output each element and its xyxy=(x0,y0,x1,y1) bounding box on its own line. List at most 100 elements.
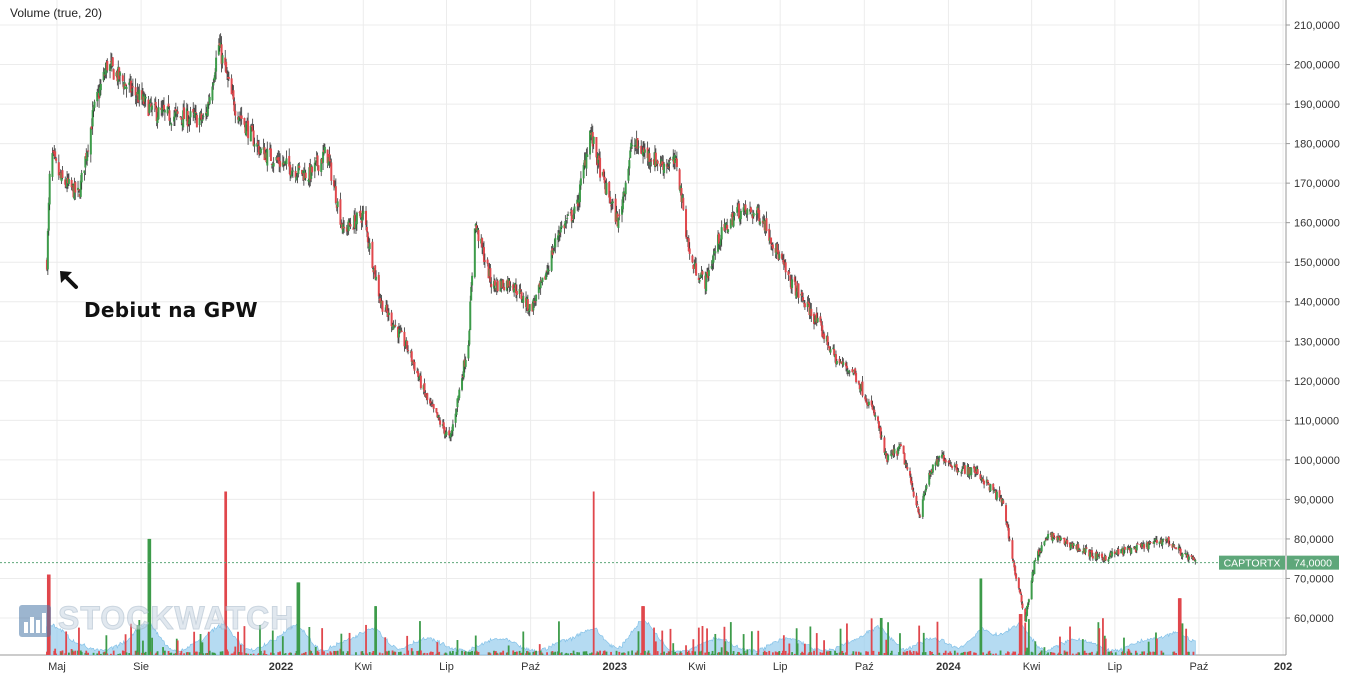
volume-bar xyxy=(461,650,463,655)
candle-body xyxy=(1135,544,1138,551)
volume-bar xyxy=(333,650,335,655)
candle-body xyxy=(559,226,562,233)
candle-body xyxy=(129,79,132,81)
volume-bar xyxy=(65,631,68,655)
volume-bar xyxy=(885,639,888,655)
candle-body xyxy=(1006,524,1009,528)
candle-body xyxy=(429,401,432,404)
candle-body xyxy=(552,250,555,253)
volume-bar xyxy=(700,650,703,655)
candle-body xyxy=(1117,549,1120,555)
volume-bar xyxy=(84,652,87,655)
candle-body xyxy=(259,148,262,154)
volume-bar xyxy=(411,651,414,655)
candle-body xyxy=(1019,591,1022,595)
volume-bar xyxy=(301,653,303,655)
candle-body xyxy=(1013,562,1016,568)
volume-bar xyxy=(672,643,675,655)
volume-bar xyxy=(601,653,604,655)
volume-bar xyxy=(180,650,183,655)
volume-bar xyxy=(821,653,824,655)
volume-bar xyxy=(1065,651,1068,655)
candle-body xyxy=(202,115,205,118)
volume-bar xyxy=(1129,652,1132,655)
candle-body xyxy=(1120,549,1123,554)
volume-bar xyxy=(777,652,780,655)
candle-body xyxy=(1111,551,1114,557)
candle-body xyxy=(339,199,342,225)
candle-body xyxy=(738,203,741,219)
volume-bar xyxy=(1114,652,1117,655)
candle-body xyxy=(283,161,286,164)
volume-bar xyxy=(1088,652,1091,655)
candle-body xyxy=(986,480,989,483)
volume-bar xyxy=(1181,623,1184,655)
candle-body xyxy=(1149,541,1152,544)
volume-bar xyxy=(336,650,339,655)
volume-bar xyxy=(499,652,502,655)
candle-body xyxy=(168,110,171,121)
candle-body xyxy=(124,83,127,86)
candle-body xyxy=(439,420,442,425)
candle-body xyxy=(1058,536,1061,538)
candle-body xyxy=(848,371,851,373)
candle-body xyxy=(464,359,467,367)
candle-body xyxy=(151,105,154,110)
candle-body xyxy=(656,160,659,164)
candle-body xyxy=(1101,553,1104,558)
candle-body xyxy=(828,346,831,351)
volume-bar xyxy=(643,650,646,655)
candle-body xyxy=(720,227,723,240)
candle-body xyxy=(404,346,407,348)
y-tick-label: 120,0000 xyxy=(1294,376,1340,388)
candle-body xyxy=(361,212,364,221)
volume-bar xyxy=(368,652,371,655)
candle-body xyxy=(861,381,864,396)
candle-body xyxy=(797,283,800,298)
y-tick-label: 190,0000 xyxy=(1294,99,1340,111)
candle-body xyxy=(563,224,566,229)
volume-bar xyxy=(505,652,508,655)
candle-body xyxy=(170,123,173,126)
candle-body xyxy=(205,112,208,116)
volume-bar xyxy=(694,651,697,655)
candle-body xyxy=(390,312,393,327)
volume-bar xyxy=(597,652,600,655)
volume-bar xyxy=(1025,651,1028,655)
candle-body xyxy=(595,137,598,158)
candle-body xyxy=(916,504,919,506)
volume-bar xyxy=(889,652,892,655)
candle-body xyxy=(1079,549,1082,551)
volume-bar xyxy=(552,652,555,655)
candle-body xyxy=(336,201,339,208)
candle-body xyxy=(208,96,211,105)
volume-bar xyxy=(348,632,351,655)
candle-body xyxy=(1155,539,1158,543)
candle-body xyxy=(458,389,461,398)
volume-bar xyxy=(1082,651,1085,655)
volume-bar xyxy=(311,653,313,655)
volume-bar xyxy=(476,652,479,655)
candle-body xyxy=(98,93,101,99)
candle-body xyxy=(470,286,473,301)
volume-bar xyxy=(179,653,182,655)
candle-body xyxy=(609,196,612,204)
volume-bar xyxy=(866,651,868,655)
candle-body xyxy=(570,209,573,222)
candle-body xyxy=(508,280,511,287)
volume-bar xyxy=(502,650,505,655)
candle-body xyxy=(921,499,924,517)
candle-body xyxy=(688,248,691,254)
candle-body xyxy=(169,121,172,123)
candle-body xyxy=(930,471,933,475)
candle-body xyxy=(354,221,357,229)
candle-body xyxy=(989,484,992,492)
candle-body xyxy=(1038,551,1041,555)
candle-body xyxy=(851,369,854,373)
y-tick-label: 150,0000 xyxy=(1294,257,1340,269)
volume-bar xyxy=(136,625,139,655)
candle-body xyxy=(313,162,316,172)
candle-body xyxy=(758,209,761,222)
